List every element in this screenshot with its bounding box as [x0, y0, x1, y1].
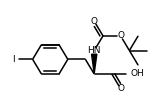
Text: O: O [91, 17, 98, 26]
Text: O: O [117, 31, 124, 40]
Text: I: I [12, 55, 14, 64]
Text: HN: HN [87, 46, 101, 55]
Text: OH: OH [130, 69, 144, 79]
Text: O: O [117, 84, 124, 93]
Polygon shape [92, 54, 97, 74]
